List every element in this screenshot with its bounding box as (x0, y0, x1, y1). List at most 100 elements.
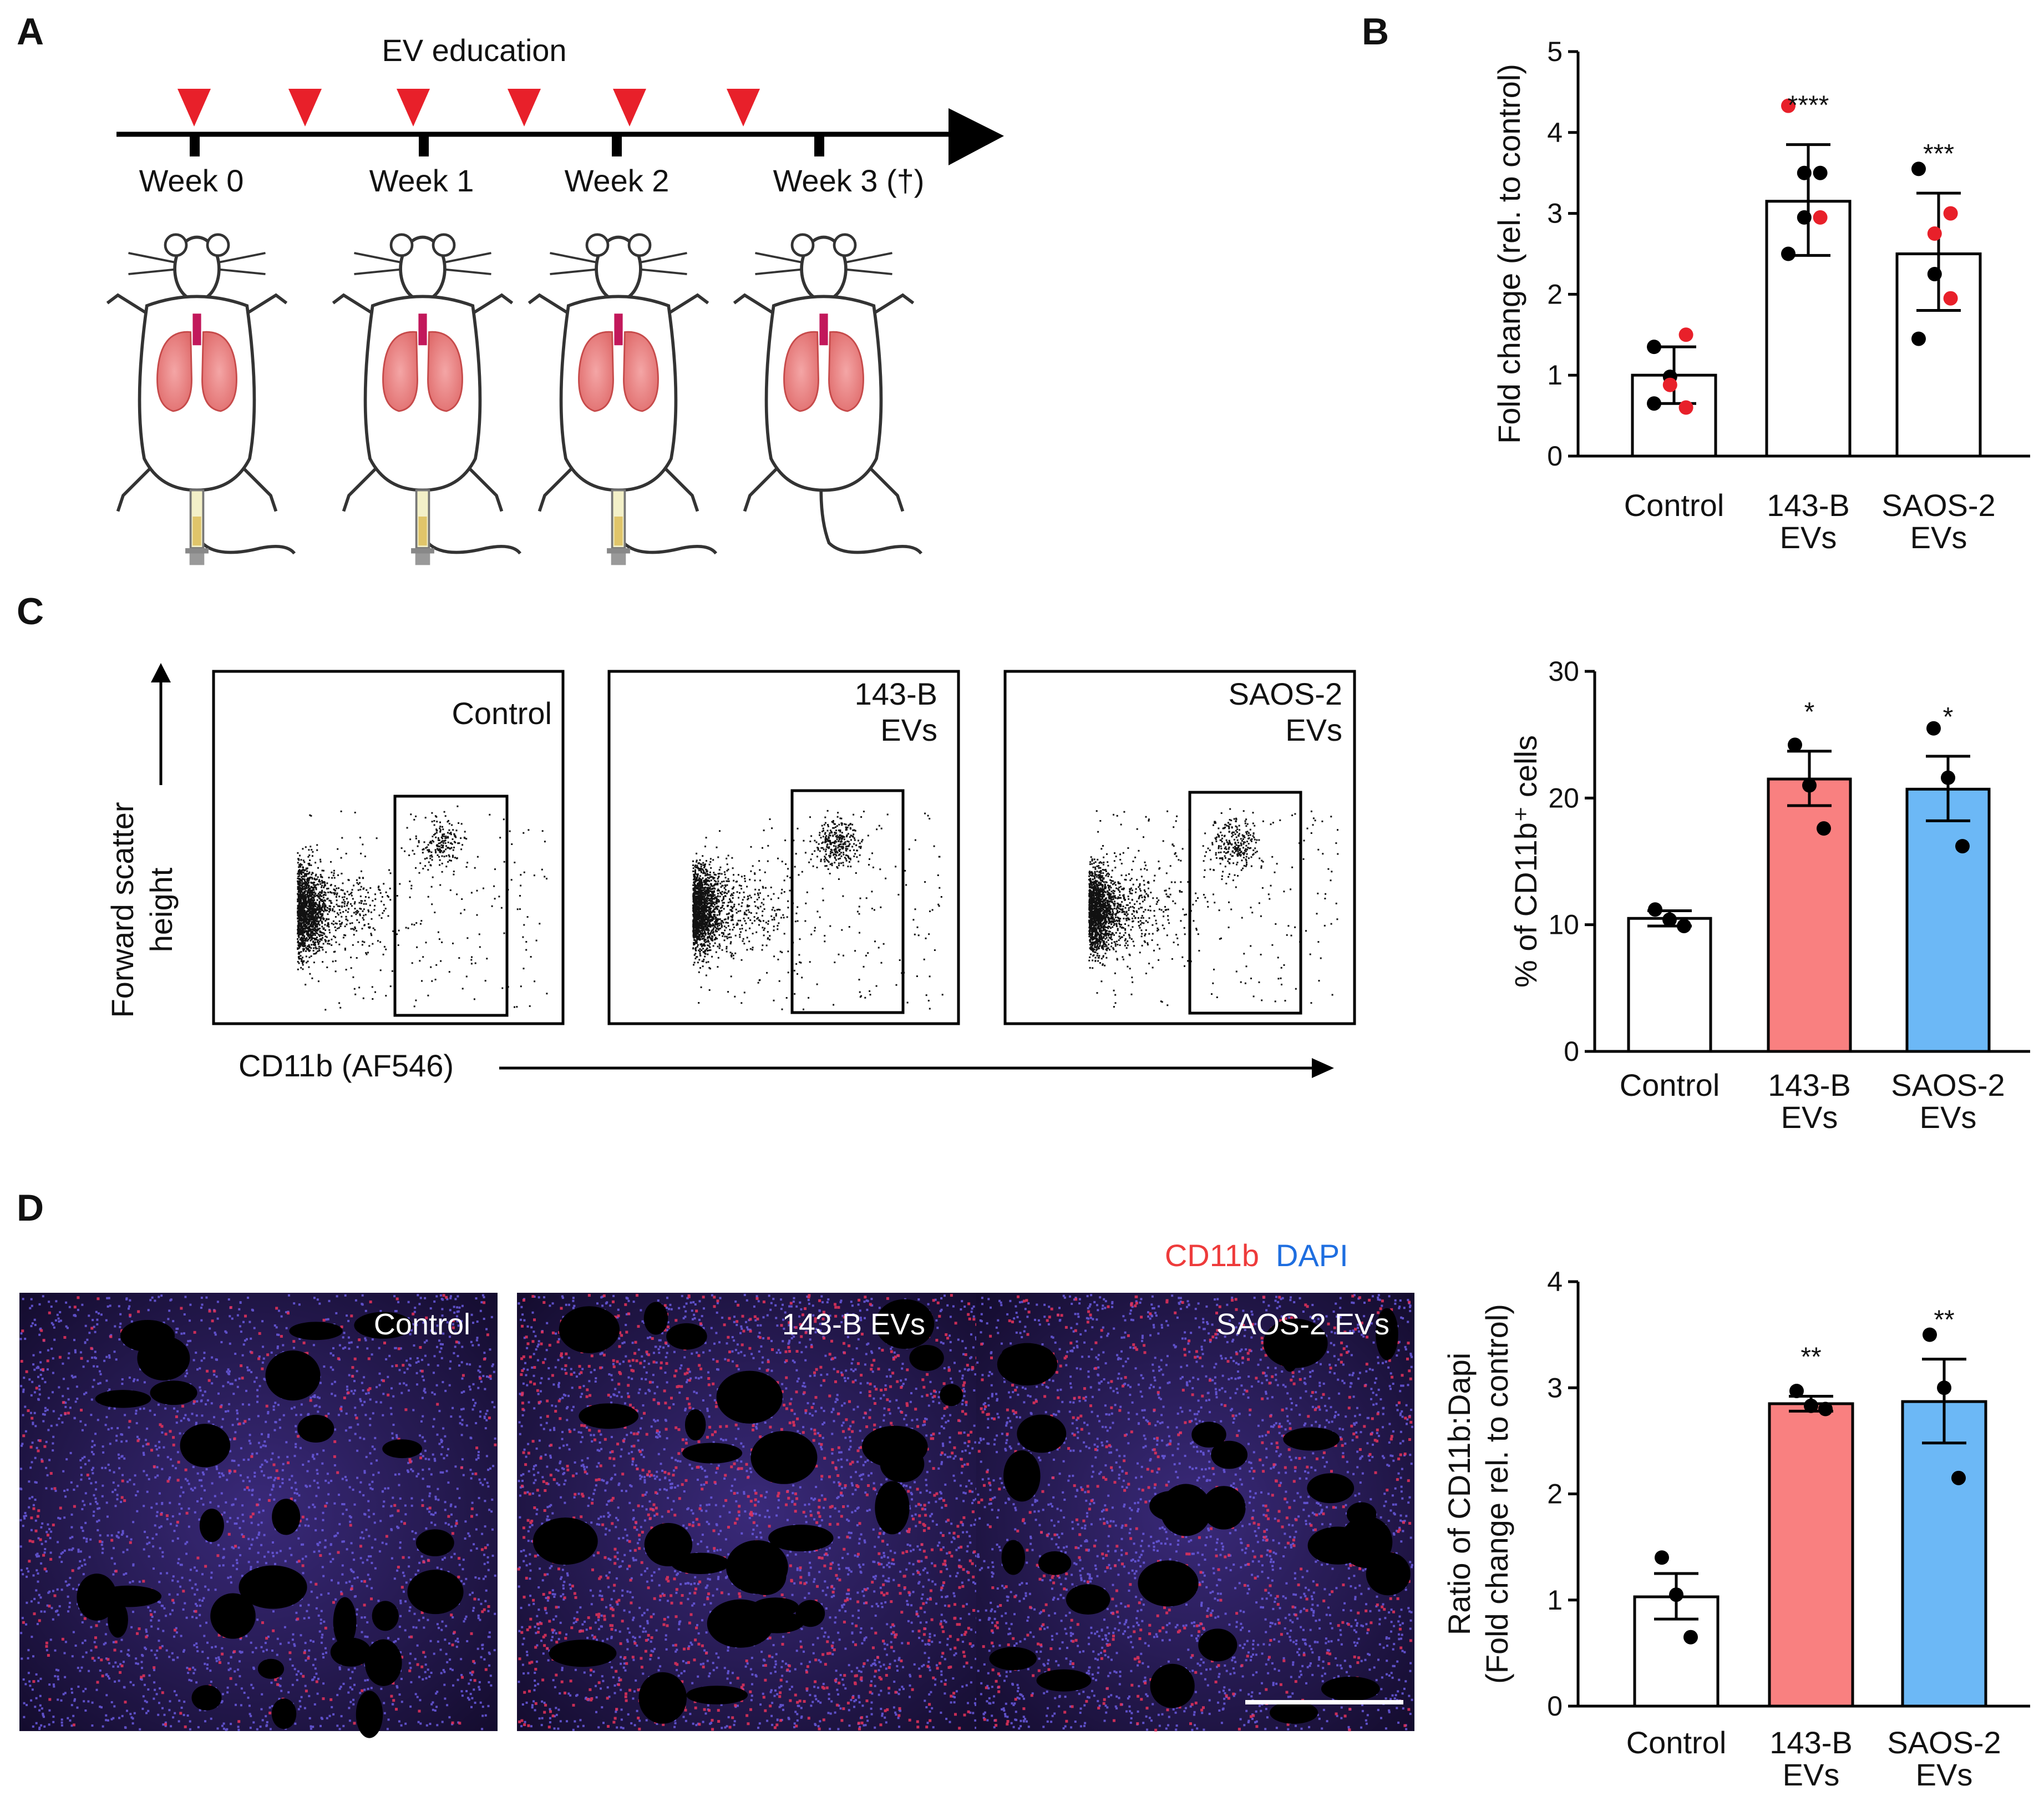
data-point (1647, 340, 1661, 355)
airspace (1280, 1324, 1300, 1372)
injection-markers (177, 89, 760, 127)
data-point (1677, 918, 1691, 933)
y-tick-label: 4 (1547, 117, 1563, 148)
data-point (1813, 210, 1828, 225)
data-point (1813, 165, 1828, 180)
flow-plot-saos2: SAOS-2 EVs (1003, 670, 1356, 1025)
week-tick (612, 134, 622, 156)
airspace (1036, 1669, 1092, 1692)
category-label-line2: EVs (1920, 1100, 1977, 1135)
cd11b-signal (517, 1294, 993, 1731)
significance-label: * (1804, 697, 1815, 727)
flow-plot-143b: 143-B EVs (607, 670, 960, 1025)
airspace (559, 1306, 620, 1353)
airspace (356, 1691, 383, 1738)
airspace (415, 1529, 454, 1556)
category-label: SAOS-2 (1887, 1725, 2001, 1760)
chart-b: 0 1 2 3 4 5 Fold change (rel. to control) Contr… (1492, 36, 2030, 555)
y-axis-label-line2: (Fold change rel. to control) (1479, 1304, 1514, 1684)
category-label-line2: EVs (1781, 1100, 1838, 1135)
y-tick-label: 0 (1547, 1691, 1563, 1722)
category-label-line2: EVs (1780, 520, 1837, 555)
bar (1905, 787, 1991, 1053)
week-ticks (190, 134, 824, 156)
airspace (671, 1552, 730, 1575)
airspace (239, 1565, 307, 1609)
category-label: Control (1624, 488, 1725, 523)
injection-marker (727, 89, 760, 127)
significance-label: **** (1788, 91, 1829, 120)
mouse-icon (333, 235, 520, 566)
airspace (686, 1686, 748, 1704)
airspace (666, 1323, 707, 1350)
panel-a-letter: A (17, 11, 44, 53)
y-tick-label: 0 (1547, 441, 1563, 472)
airspace (1038, 1551, 1072, 1575)
panel-c: C Forward scatter height CD11b (AF546) C… (17, 590, 1356, 1083)
flow-plot-control: Control (212, 670, 565, 1025)
week-tick (814, 134, 824, 156)
airspace (897, 1306, 933, 1342)
airspace (997, 1343, 1058, 1386)
airspace (1270, 1701, 1318, 1724)
category-label: 143-B (1768, 1068, 1850, 1102)
airspace (271, 1698, 297, 1729)
airspace (752, 1597, 799, 1617)
airspace (333, 1597, 357, 1647)
airspace (1283, 1427, 1340, 1451)
airspace (297, 1414, 334, 1443)
airspace (95, 1390, 151, 1408)
flow-dot-cloud (692, 810, 944, 1010)
airspace (768, 1525, 834, 1552)
airspace (210, 1593, 256, 1639)
mouse-icon (734, 235, 921, 554)
y-axis-label: Ratio of CD11b:Dapi (1442, 1353, 1477, 1635)
data-point (1683, 1630, 1698, 1645)
airspace (1307, 1473, 1355, 1504)
y-tick-label: 20 (1548, 782, 1579, 813)
gate-box (790, 789, 905, 1014)
tissue-texture (517, 1294, 993, 1731)
airspace (407, 1570, 464, 1615)
flow-plot-label-line1: SAOS-2 (1229, 676, 1342, 711)
airspace (861, 1425, 928, 1468)
y-axis-label: Fold change (rel. to control) (1492, 64, 1526, 444)
significance-label: *** (1923, 139, 1954, 169)
airspace (682, 1443, 743, 1464)
data-point (1802, 778, 1817, 793)
tissue-texture (976, 1294, 1413, 1732)
week-tick (190, 134, 200, 156)
data-point (1926, 721, 1941, 736)
airspace (330, 1637, 372, 1667)
timeline-arrowhead (949, 108, 1004, 165)
airspace (95, 1585, 162, 1607)
panel-b-letter: B (1362, 11, 1389, 53)
category-label: 143-B (1767, 488, 1849, 523)
category-label-line2: EVs (1916, 1757, 1973, 1792)
airspace (875, 1481, 910, 1535)
airspace (909, 1344, 944, 1372)
micrograph-control: Control (19, 1293, 498, 1738)
airspace (1150, 1663, 1195, 1708)
flow-y-arrowhead (151, 663, 171, 682)
airspace (265, 1350, 321, 1401)
airspace (638, 1672, 687, 1724)
airspace (1211, 1440, 1248, 1469)
data-point (1955, 839, 1970, 854)
mouse-icon (107, 235, 294, 566)
airspace (372, 1601, 399, 1631)
panel-c-letter: C (17, 590, 44, 633)
y-tick-label: 4 (1547, 1266, 1563, 1297)
airspace (643, 1302, 668, 1335)
week-label-3: Week 3 (†) (773, 163, 925, 198)
airspace (744, 1556, 787, 1595)
airspace (1017, 1414, 1067, 1453)
airspace (257, 1658, 285, 1679)
significance-label: ** (1800, 1343, 1821, 1372)
week-label-2: Week 2 (565, 163, 670, 198)
bar (1627, 917, 1712, 1053)
flow-plot-frame (607, 670, 960, 1025)
y-tick-label: 2 (1547, 279, 1563, 310)
